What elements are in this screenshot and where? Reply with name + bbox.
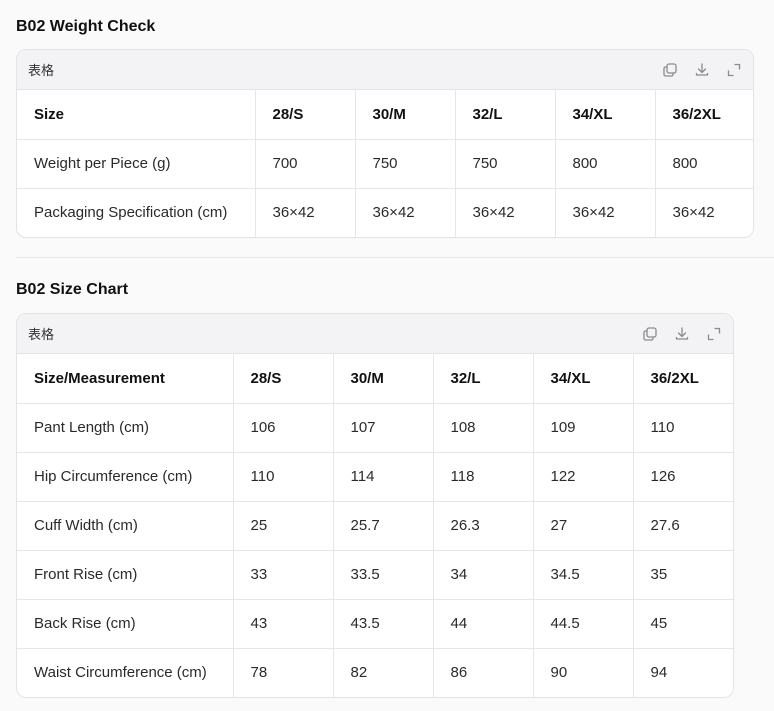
table-cell: 110 — [633, 403, 733, 453]
table-row: Waist Circumference (cm) 78 82 86 90 94 — [17, 648, 733, 697]
table-cell: 108 — [433, 403, 534, 453]
download-icon[interactable] — [693, 61, 711, 79]
table-label: 表格 — [28, 328, 55, 343]
table-card-header: 表格 — [17, 314, 733, 354]
weight-check-table: Size 28/S 30/M 32/L 34/XL 36/2XL Weight … — [17, 90, 753, 237]
table-cell: 34 — [433, 550, 534, 600]
download-icon[interactable] — [673, 325, 691, 343]
size-chart-title: B02 Size Chart — [16, 281, 129, 298]
table-cell: 94 — [650, 664, 668, 682]
table-cell: 25.7 — [333, 501, 434, 551]
table-cell: 27.6 — [633, 501, 733, 551]
table-row: Back Rise (cm) 43 43.5 44 44.5 45 — [17, 599, 733, 649]
column-header: 34/XL — [533, 354, 634, 404]
copy-icon[interactable] — [661, 61, 679, 79]
column-header: 30/M — [355, 90, 456, 140]
table-cell: 800 — [655, 139, 753, 189]
column-header: 32/L — [455, 90, 556, 140]
table-cell: 800 — [555, 139, 656, 189]
table-cell: 110 — [233, 452, 334, 502]
table-cell: 109 — [533, 403, 634, 453]
table-cell: Waist Circumference (cm) — [17, 648, 234, 697]
table-cell: 36×42 — [355, 188, 456, 237]
table-cell: Packaging Specification (cm) — [17, 188, 256, 237]
table-cell: 45 — [633, 599, 733, 649]
column-header: Size/Measurement — [17, 354, 234, 404]
table-cell: Pant Length (cm) — [17, 403, 234, 453]
column-header: 32/L — [433, 354, 534, 404]
table-row: Cuff Width (cm) 25 25.7 26.3 27 27.6 — [17, 501, 733, 551]
column-header: 28/S — [255, 90, 356, 140]
table-cell: 33 — [233, 550, 334, 600]
table-card-header: 表格 — [17, 50, 753, 90]
expand-icon[interactable] — [705, 325, 723, 343]
copy-icon[interactable] — [641, 325, 659, 343]
table-cell: Weight per Piece (g) — [17, 139, 256, 189]
table-cell: 44.5 — [533, 599, 634, 649]
table-row: Front Rise (cm) 33 33.5 34 34.5 35 — [17, 550, 733, 600]
table-header-row: Size/Measurement 28/S 30/M 32/L 34/XL 36… — [17, 354, 733, 404]
column-header: 36/2XL — [633, 354, 733, 404]
size-chart-table-card: 表格 Size/Measurement 28/S 30/M 32/L 34/XL — [16, 313, 734, 698]
size-chart-table: Size/Measurement 28/S 30/M 32/L 34/XL 36… — [17, 354, 733, 697]
table-cell: 750 — [355, 139, 456, 189]
table-cell: 43 — [233, 599, 334, 649]
table-cell: 36×42 — [455, 188, 556, 237]
table-cell: 86 — [433, 648, 534, 697]
table-cell: 36×42 — [255, 188, 356, 237]
table-cell: 27 — [533, 501, 634, 551]
table-cell: 82 — [333, 648, 434, 697]
section-divider — [16, 257, 774, 258]
table-cell: 34.5 — [533, 550, 634, 600]
table-cell: 118 — [433, 452, 534, 502]
table-cell: 36×42 — [672, 204, 715, 222]
table-cell: Cuff Width (cm) — [17, 501, 234, 551]
table-cell: 126 — [633, 452, 733, 502]
table-row: Weight per Piece (g) 700 750 750 800 800 — [17, 139, 753, 189]
table-row: Hip Circumference (cm) 110 114 118 122 1… — [17, 452, 733, 502]
expand-icon[interactable] — [725, 61, 743, 79]
table-header-row: Size 28/S 30/M 32/L 34/XL 36/2XL — [17, 90, 753, 140]
table-cell: 43.5 — [333, 599, 434, 649]
column-header: Size — [17, 90, 256, 140]
table-row: Pant Length (cm) 106 107 108 109 110 — [17, 403, 733, 453]
table-cell: 78 — [233, 648, 334, 697]
table-cell: 114 — [333, 452, 434, 502]
table-cell: 106 — [233, 403, 334, 453]
table-cell: Hip Circumference (cm) — [17, 452, 234, 502]
table-cell: 700 — [255, 139, 356, 189]
table-cell: 44 — [433, 599, 534, 649]
column-header: 36/2XL — [655, 90, 753, 140]
table-cell: 25 — [233, 501, 334, 551]
table-label: 表格 — [28, 64, 55, 79]
table-cell: Front Rise (cm) — [17, 550, 234, 600]
table-row: Packaging Specification (cm) 36×42 36×42… — [17, 188, 753, 237]
table-cell: 750 — [455, 139, 556, 189]
weight-check-table-card: 表格 Size 28/S 30/M 32/L 34/XL 36/2XL — [16, 49, 754, 238]
table-cell: 90 — [533, 648, 634, 697]
table-cell: 33.5 — [333, 550, 434, 600]
table-cell: Back Rise (cm) — [17, 599, 234, 649]
column-header: 34/XL — [555, 90, 656, 140]
table-cell: 107 — [333, 403, 434, 453]
weight-check-title: B02 Weight Check — [16, 18, 156, 35]
table-cell: 26.3 — [433, 501, 534, 551]
column-header: 28/S — [233, 354, 334, 404]
column-header: 30/M — [333, 354, 434, 404]
table-cell: 36×42 — [555, 188, 656, 237]
table-cell: 122 — [533, 452, 634, 502]
table-cell: 35 — [633, 550, 733, 600]
